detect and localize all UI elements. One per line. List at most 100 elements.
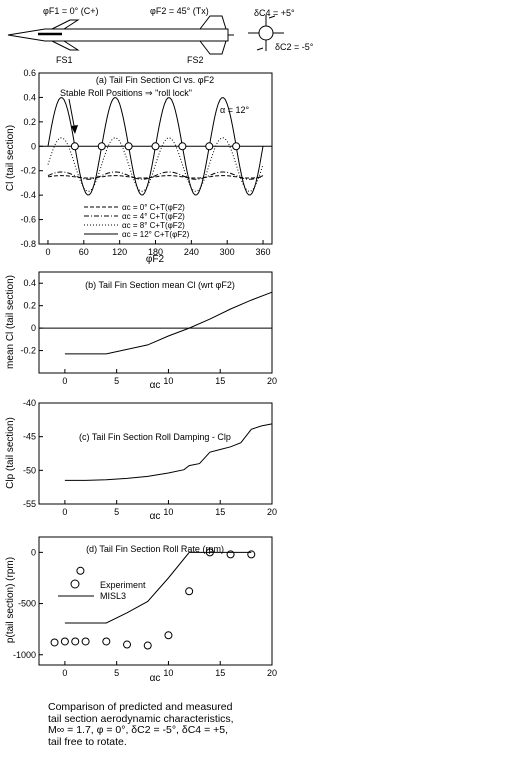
chart-a-legend-label: αc = 12° C+T(φF2) [122,230,190,239]
chart-b-xtick-label: 5 [114,376,119,386]
chart-a-roll-annotation: Stable Roll Positions ⇒ "roll lock" [60,88,192,98]
chart-c-ytick-label: -55 [23,499,36,509]
chart-a-xtick-label: 0 [45,247,50,257]
chart-a-ytick-label: -0.4 [20,190,36,200]
chart-a: 0 60 120 180 240 300 360 -0.8 -0.6 -0.4 -0.2 0 0.2 0.… [5,68,273,265]
chart-c-xtick-label: 0 [62,507,67,517]
chart-b-ytick-label: 0.2 [23,301,36,311]
legend-experiment-marker [70,579,80,589]
chart-b-xtick-label: 15 [215,376,225,386]
legend-model-label: MISL3 [100,591,126,601]
chart-c-xlabel: αc [150,511,161,522]
chart-b-xtick-label: 10 [163,376,173,386]
delta-c4-label: δC4 = +5° [254,8,295,18]
caption-line-1: Comparison of predicted and measured [48,701,233,713]
missile-diagram [7,15,234,55]
chart-d-xtick-label: 15 [215,668,225,678]
experiment-point [50,638,59,647]
roll-lock-marker [70,142,79,151]
chart-a-alpha-annotation: α = 12° [220,105,249,115]
phi-f2-label: φF2 = 45° (Tx) [150,6,209,16]
chart-a-ylabel: Cl (tail section) [5,125,16,191]
chart-a-ytick-label: 0.2 [23,117,36,127]
chart-c-xtick-label: 15 [215,507,225,517]
chart-a-xtick-label: 180 [148,247,163,257]
experiment-point [185,587,194,596]
experiment-point [123,640,132,649]
delta-c2-label: δC2 = -5° [275,42,314,52]
chart-a-series-1 [47,171,264,180]
chart-a-ytick-label: 0.4 [23,92,36,102]
caption-line-4: tail free to rotate. [48,735,127,748]
chart-d-frame [38,536,273,666]
experiment-point [71,637,80,646]
chart-d-xlabel: αc [150,673,161,684]
chart-d-model-line [64,551,252,624]
chart-b-ytick-label: -0.2 [20,346,36,356]
experiment-point [164,631,173,640]
roll-lock-marker [232,142,241,151]
experiment-point [76,566,85,575]
experiment-point [102,637,111,646]
chart-b-ytick-label: 0.4 [23,278,36,288]
chart-c-xtick-label: 20 [267,507,277,517]
chart-b-title: (b) Tail Fin Section mean Cl (wrt φF2) [85,280,235,290]
phi-f1-label: φF1 = 0° (C+) [43,6,98,16]
chart-a-xtick-label: 240 [184,247,199,257]
chart-d-xtick-label: 0 [62,668,67,678]
chart-a-legend-label: αc = 4° C+T(φF2) [122,212,185,221]
chart-b-xtick-label: 0 [62,376,67,386]
chart-a-xlabel: φF2 [146,254,165,265]
chart-c-frame [38,402,273,505]
chart-b-xtick-label: 20 [267,376,277,386]
chart-d-ytick-label: -1000 [13,650,36,660]
chart-a-ytick-label: -0.8 [20,239,36,249]
chart-c-ylabel: Clp (tail section) [5,417,16,489]
experiment-point [205,548,214,557]
chart-d-ylabel: p(tail section) (rpm) [5,557,16,643]
chart-a-xtick-label: 120 [112,247,127,257]
roll-lock-marker [205,142,214,151]
roll-lock-marker [178,142,187,151]
roll-lock-marker [124,142,133,151]
chart-b-frame [38,271,273,374]
chart-c-xtick-label: 5 [114,507,119,517]
chart-b-ytick-label: 0 [31,323,36,333]
chart-c-series [64,423,273,481]
experiment-point [247,550,256,559]
caption-line-2: tail section aerodynamic characteristics… [48,712,234,725]
chart-d-xtick-label: 20 [267,668,277,678]
chart-a-ytick-label: 0.6 [23,68,36,78]
chart-d-xtick-label: 10 [163,668,173,678]
chart-b-ylabel: mean Cl (tail section) [5,275,16,369]
chart-a-xtick-label: 360 [256,247,271,257]
chart-d-title: (d) Tail Fin Section Roll Rate (rpm) [86,544,224,554]
roll-lock-marker [97,142,106,151]
chart-c-title: (c) Tail Fin Section Roll Damping - Clp [79,432,231,442]
experiment-point [143,641,152,650]
chart-d-xtick-label: 5 [114,668,119,678]
chart-a-legend-label: αc = 0° C+T(φF2) [122,203,185,212]
caption-line-3: M∞ = 1.7, φ = 0°, δC2 = -5°, δC4 = +5, [48,724,229,736]
experiment-point [60,637,69,646]
chart-a-xtick-label: 300 [220,247,235,257]
chart-b-series [64,291,273,355]
chart-a-arrowhead [71,125,78,134]
roll-lock-marker [151,142,160,151]
chart-a-legend-label: αc = 8° C+T(φF2) [122,221,185,230]
chart-c-ytick-label: -40 [23,398,36,408]
fs1-label: FS1 [56,55,73,65]
chart-a-ytick-label: 0 [31,141,36,151]
chart-b-xlabel: αc [150,380,161,391]
chart-c-ytick-label: -45 [23,432,36,442]
chart-c-ytick-label: -50 [23,465,36,475]
chart-d-ytick-label: -500 [18,599,36,609]
chart-d: 0 5 10 15 20 -1000 -500 0 (d) Tail Fin Section … [5,536,277,684]
chart-a-ytick-label: -0.2 [20,166,36,176]
legend-experiment-label: Experiment [100,580,146,590]
fs2-label: FS2 [187,55,204,65]
chart-a-series-0 [47,175,264,179]
experiment-point [81,637,90,646]
experiment-point [226,550,235,559]
